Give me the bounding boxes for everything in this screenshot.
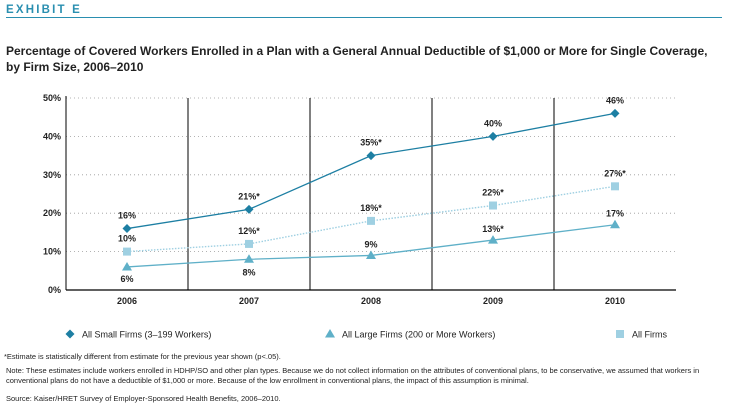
- y-tick-label: 40%: [43, 131, 61, 141]
- y-tick-label: 50%: [43, 93, 61, 103]
- data-point: [244, 204, 254, 214]
- legend-label: All Firms: [632, 330, 667, 340]
- data-label: 27%*: [604, 168, 626, 178]
- data-label: 35%*: [360, 138, 382, 148]
- data-point: [488, 235, 498, 244]
- data-label: 12%*: [238, 226, 260, 236]
- data-point: [245, 239, 253, 248]
- data-point: [366, 151, 376, 161]
- line-chart: 0% 10% 20% 30% 40% 50% 2006 2007 2008 2009 2010 16%…: [43, 93, 676, 340]
- note-text: Note: These estimates include workers en…: [6, 366, 700, 385]
- x-tick-label: 2006: [117, 296, 137, 306]
- legend-label: All Large Firms (200 or More Workers): [342, 330, 495, 340]
- y-tick-label: 0%: [48, 285, 61, 295]
- data-label: 6%: [120, 274, 133, 284]
- y-tick-label: 10%: [43, 247, 61, 257]
- data-point: [488, 131, 498, 141]
- footnote: *Estimate is statistically different fro…: [4, 352, 281, 361]
- data-label: 46%: [606, 95, 624, 105]
- data-label: 13%*: [482, 224, 504, 234]
- data-point: [611, 182, 619, 191]
- data-point: [610, 219, 620, 229]
- data-label: 16%: [118, 211, 136, 221]
- data-point: [122, 261, 132, 271]
- data-label: 9%: [364, 239, 377, 249]
- data-label: 17%: [606, 209, 624, 219]
- data-point: [610, 108, 620, 118]
- data-point: [367, 216, 375, 225]
- data-point: [366, 250, 376, 259]
- y-tick-label: 30%: [43, 170, 61, 180]
- data-label: 21%*: [238, 191, 260, 201]
- data-point: [489, 201, 497, 210]
- source-text: Source: Kaiser/HRET Survey of Employer-S…: [6, 394, 281, 403]
- legend-label: All Small Firms (3–199 Workers): [82, 330, 211, 340]
- legend-marker: [616, 330, 624, 338]
- header-rule: [6, 17, 722, 18]
- data-label: 40%: [484, 118, 502, 128]
- data-point: [123, 247, 131, 256]
- data-label: 22%*: [482, 188, 504, 198]
- data-point: [244, 254, 254, 263]
- data-point: [122, 224, 132, 234]
- data-label: 18%*: [360, 203, 382, 213]
- exhibit-label: EXHIBIT E: [6, 4, 83, 16]
- legend-marker: [65, 329, 75, 339]
- chart-title: Percentage of Covered Workers Enrolled i…: [6, 44, 708, 74]
- data-label: 8%: [242, 267, 255, 277]
- x-tick-label: 2008: [361, 296, 381, 306]
- legend-marker: [325, 329, 335, 338]
- x-tick-label: 2007: [239, 296, 259, 306]
- y-tick-label: 20%: [43, 208, 61, 218]
- data-label: 10%: [118, 234, 136, 244]
- x-tick-label: 2009: [483, 296, 503, 306]
- x-tick-label: 2010: [605, 296, 625, 306]
